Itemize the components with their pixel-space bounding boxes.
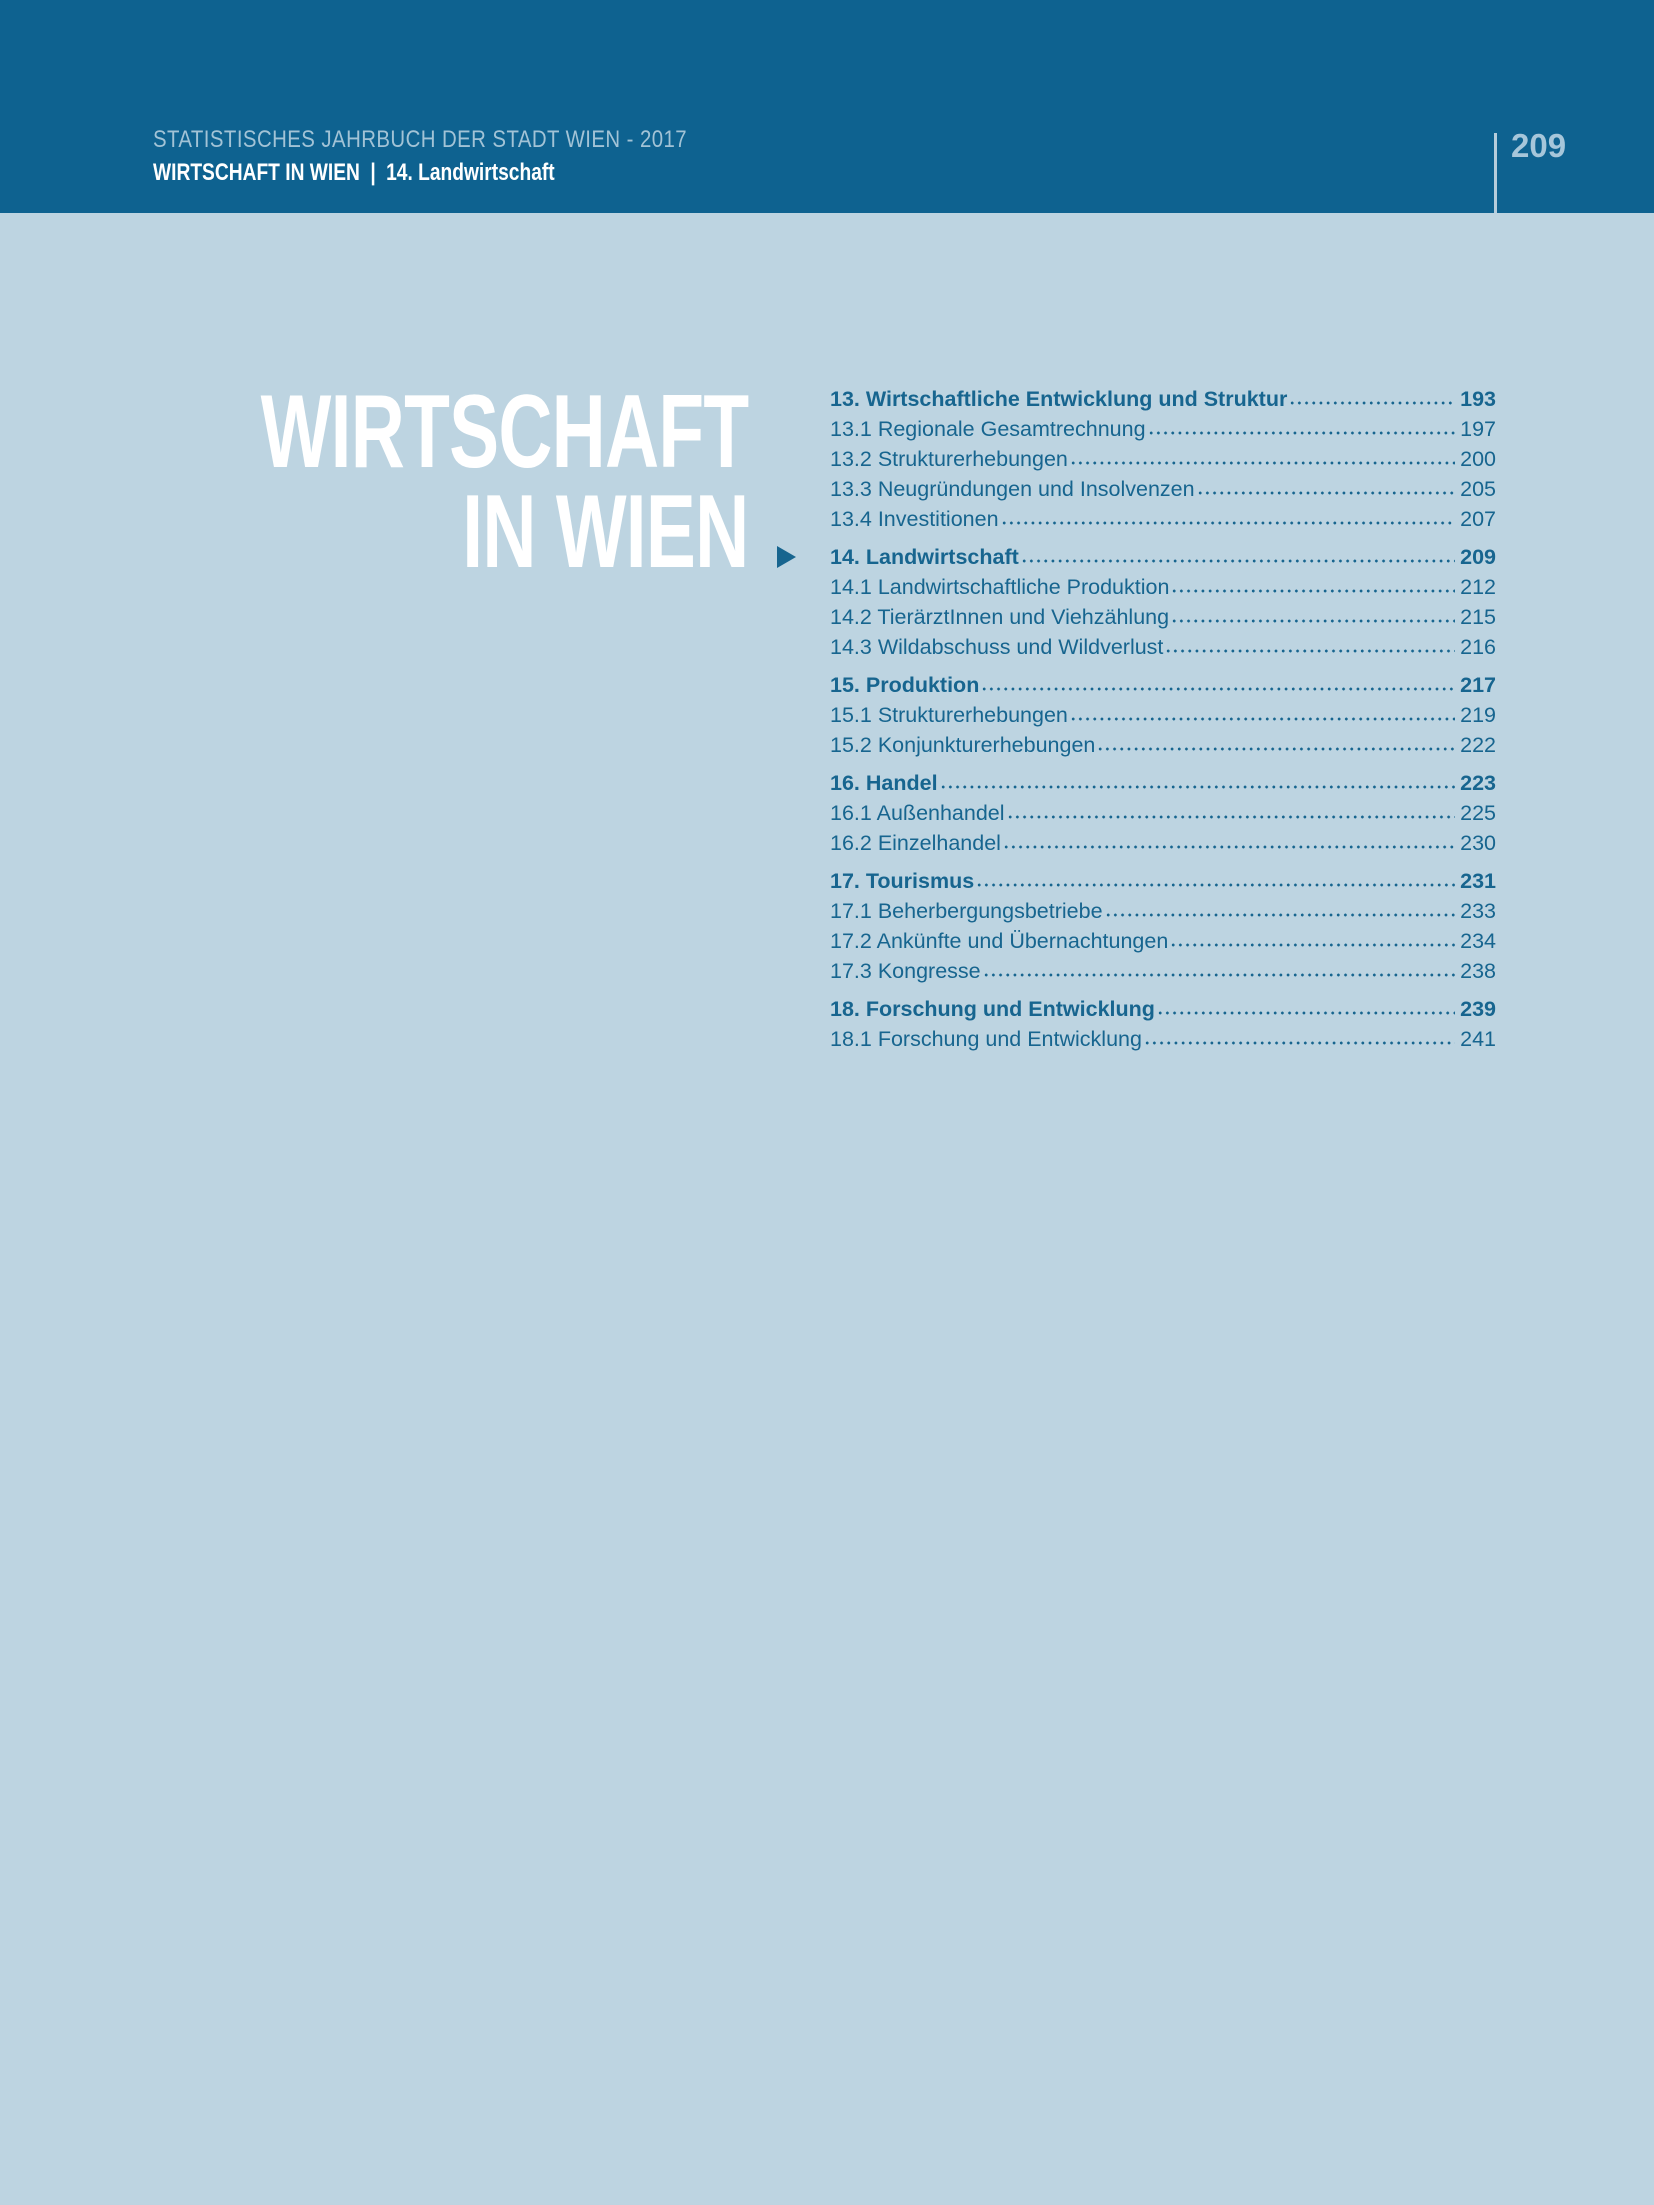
toc-item-label: 15.2 Konjunkturerhebungen — [830, 733, 1096, 757]
toc-item-page: 207 — [1460, 507, 1496, 531]
toc-item-page: 193 — [1460, 387, 1496, 411]
toc-item-page: 233 — [1460, 899, 1496, 923]
header-page-number: 209 — [1511, 127, 1567, 164]
toc-row[interactable]: 13. Wirtschaftliche Entwicklung und Stru… — [830, 384, 1496, 414]
toc-row[interactable]: 13.3 Neugründungen und Insolvenzen 205 — [830, 474, 1496, 504]
toc-row[interactable]: 16.1 Außenhandel 225 — [830, 798, 1496, 828]
toc-leader-dots-icon — [940, 768, 1456, 798]
toc-item-page: 225 — [1460, 801, 1496, 825]
toc-leader-dots-icon — [1157, 994, 1456, 1024]
toc-leader-dots-icon — [1001, 504, 1456, 534]
toc-item-label: 13.4 Investitionen — [830, 507, 999, 531]
toc-item-label: 16.1 Außenhandel — [830, 801, 1005, 825]
toc-row[interactable]: 18.1 Forschung und Entwicklung 241 — [830, 1024, 1496, 1054]
chapter-title-line1: WIRTSCHAFT — [260, 374, 748, 490]
toc-item-page: 230 — [1460, 831, 1496, 855]
toc-item-page: 212 — [1460, 575, 1496, 599]
toc-item-label: 18. Forschung und Entwicklung — [830, 997, 1155, 1021]
toc-item-page: 217 — [1460, 673, 1496, 697]
toc-item-page: 216 — [1460, 635, 1496, 659]
toc-leader-dots-icon — [977, 866, 1456, 896]
toc-item-page: 241 — [1460, 1027, 1496, 1051]
toc-leader-dots-icon — [1144, 1024, 1456, 1054]
toc-item-label: 16. Handel — [830, 771, 938, 795]
toc-row[interactable]: 14.2 TierärztInnen und Viehzählung 215 — [830, 602, 1496, 632]
toc-row[interactable]: 13.4 Investitionen 207 — [830, 504, 1496, 534]
toc-row[interactable]: 16. Handel 223 — [830, 768, 1496, 798]
toc-leader-dots-icon — [1098, 730, 1456, 760]
toc-item-page: 238 — [1460, 959, 1496, 983]
toc-row[interactable]: 14.3 Wildabschuss und Wildverlust 216 — [830, 632, 1496, 662]
toc-item-label: 16.2 Einzelhandel — [830, 831, 1001, 855]
toc-item-page: 205 — [1460, 477, 1496, 501]
toc-row[interactable]: 15.2 Konjunkturerhebungen 222 — [830, 730, 1496, 760]
header-breadcrumb-separator: | — [370, 159, 376, 186]
toc-leader-dots-icon — [1171, 926, 1456, 956]
toc-item-label: 14. Landwirtschaft — [830, 545, 1019, 569]
toc-leader-dots-icon — [1172, 572, 1456, 602]
toc-leader-dots-icon — [982, 670, 1456, 700]
toc-leader-dots-icon — [1166, 632, 1456, 662]
toc-item-label: 17.1 Beherbergungsbetriebe — [830, 899, 1103, 923]
toc-item-page: 234 — [1460, 929, 1496, 953]
toc-item-page: 200 — [1460, 447, 1496, 471]
toc-leader-dots-icon — [1003, 828, 1456, 858]
toc-row[interactable]: 15.1 Strukturerhebungen 219 — [830, 700, 1496, 730]
toc-item-page: 197 — [1460, 417, 1496, 441]
page-header: STATISTISCHES JAHRBUCH DER STADT WIEN - … — [0, 0, 1654, 213]
toc-item-page: 215 — [1460, 605, 1496, 629]
toc-leader-dots-icon — [1070, 444, 1456, 474]
toc-leader-dots-icon — [1290, 384, 1456, 414]
toc-leader-dots-icon — [983, 956, 1456, 986]
toc-leader-dots-icon — [1197, 474, 1456, 504]
toc-leader-dots-icon — [1070, 700, 1456, 730]
chapter-title-line2: IN WIEN — [461, 474, 749, 590]
toc-item-page: 239 — [1460, 997, 1496, 1021]
toc-row[interactable]: 17. Tourismus 231 — [830, 866, 1496, 896]
toc-row[interactable]: 14.1 Landwirtschaftliche Produktion 212 — [830, 572, 1496, 602]
toc-leader-dots-icon — [1007, 798, 1456, 828]
toc-item-label: 13.3 Neugründungen und Insolvenzen — [830, 477, 1195, 501]
header-breadcrumb: WIRTSCHAFT IN WIEN | 14. Landwirtschaft — [153, 159, 555, 186]
toc-item-page: 231 — [1460, 869, 1496, 893]
header-book-title: STATISTISCHES JAHRBUCH DER STADT WIEN - … — [153, 126, 688, 153]
toc-row[interactable]: 13.2 Strukturerhebungen 200 — [830, 444, 1496, 474]
header-page-number-divider — [1494, 133, 1497, 213]
toc-item-label: 14.2 TierärztInnen und Viehzählung — [830, 605, 1170, 629]
toc-row[interactable]: 17.3 Kongresse 238 — [830, 956, 1496, 986]
toc-item-page: 223 — [1460, 771, 1496, 795]
header-section-name: 14. Landwirtschaft — [386, 159, 555, 186]
toc-item-label: 17.2 Ankünfte und Übernachtungen — [830, 929, 1169, 953]
toc-list: 13. Wirtschaftliche Entwicklung und Stru… — [777, 384, 1496, 1054]
toc-leader-dots-icon — [1172, 602, 1456, 632]
toc-row[interactable]: 16.2 Einzelhandel 230 — [830, 828, 1496, 858]
toc-leader-dots-icon — [1105, 896, 1456, 926]
toc-item-label: 14.1 Landwirtschaftliche Produktion — [830, 575, 1170, 599]
header-chapter-name: WIRTSCHAFT IN WIEN — [153, 159, 360, 186]
toc-row[interactable]: 17.2 Ankünfte und Übernachtungen 234 — [830, 926, 1496, 956]
chapter-title: WIRTSCHAFT IN WIEN — [260, 374, 749, 590]
toc-row[interactable]: 17.1 Beherbergungsbetriebe 233 — [830, 896, 1496, 926]
toc-leader-dots-icon — [1148, 414, 1456, 444]
toc-item-label: 13.1 Regionale Gesamtrechnung — [830, 417, 1146, 441]
toc-item-page: 222 — [1460, 733, 1496, 757]
toc-row[interactable]: 14. Landwirtschaft 209 — [777, 542, 1496, 572]
toc-row[interactable]: 18. Forschung und Entwicklung 239 — [830, 994, 1496, 1024]
toc-item-label: 13.2 Strukturerhebungen — [830, 447, 1068, 471]
active-chapter-marker-icon — [777, 546, 796, 568]
toc-item-label: 13. Wirtschaftliche Entwicklung und Stru… — [830, 387, 1288, 411]
toc-leader-dots-icon — [1021, 542, 1456, 572]
toc-item-label: 14.3 Wildabschuss und Wildverlust — [830, 635, 1164, 659]
toc-item-label: 17. Tourismus — [830, 869, 975, 893]
toc-item-label: 18.1 Forschung und Entwicklung — [830, 1027, 1142, 1051]
toc-item-label: 15. Produktion — [830, 673, 980, 697]
toc-row[interactable]: 15. Produktion 217 — [830, 670, 1496, 700]
toc-item-label: 15.1 Strukturerhebungen — [830, 703, 1068, 727]
toc-item-page: 219 — [1460, 703, 1496, 727]
toc-row[interactable]: 13.1 Regionale Gesamtrechnung 197 — [830, 414, 1496, 444]
toc-item-page: 209 — [1460, 545, 1496, 569]
toc-item-label: 17.3 Kongresse — [830, 959, 981, 983]
